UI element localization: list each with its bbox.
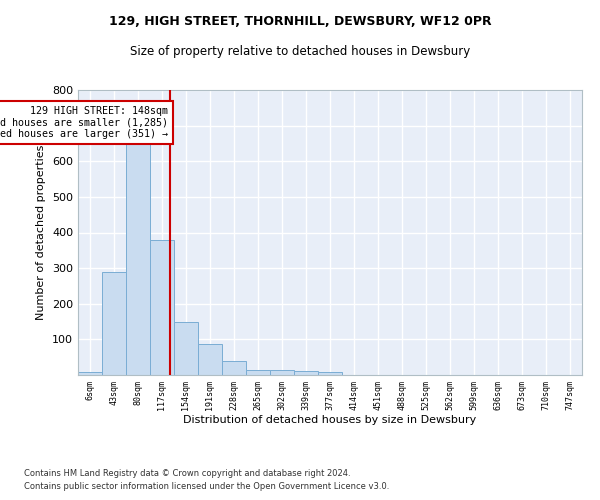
Bar — [78, 372, 102, 375]
Bar — [246, 370, 270, 375]
Bar — [294, 372, 317, 375]
Bar — [102, 272, 126, 375]
Bar — [319, 372, 343, 375]
Text: Contains public sector information licensed under the Open Government Licence v3: Contains public sector information licen… — [24, 482, 389, 491]
Bar — [174, 322, 198, 375]
Text: Contains HM Land Registry data © Crown copyright and database right 2024.: Contains HM Land Registry data © Crown c… — [24, 468, 350, 477]
Text: 129 HIGH STREET: 148sqm
← 78% of detached houses are smaller (1,285)
21% of semi: 129 HIGH STREET: 148sqm ← 78% of detache… — [0, 106, 168, 139]
X-axis label: Distribution of detached houses by size in Dewsbury: Distribution of detached houses by size … — [184, 416, 476, 426]
Bar — [270, 370, 294, 375]
Bar — [150, 240, 174, 375]
Bar — [198, 344, 222, 375]
Text: 129, HIGH STREET, THORNHILL, DEWSBURY, WF12 0PR: 129, HIGH STREET, THORNHILL, DEWSBURY, W… — [109, 15, 491, 28]
Bar — [222, 362, 246, 375]
Bar — [126, 138, 150, 375]
Y-axis label: Number of detached properties: Number of detached properties — [37, 145, 46, 320]
Text: Size of property relative to detached houses in Dewsbury: Size of property relative to detached ho… — [130, 45, 470, 58]
